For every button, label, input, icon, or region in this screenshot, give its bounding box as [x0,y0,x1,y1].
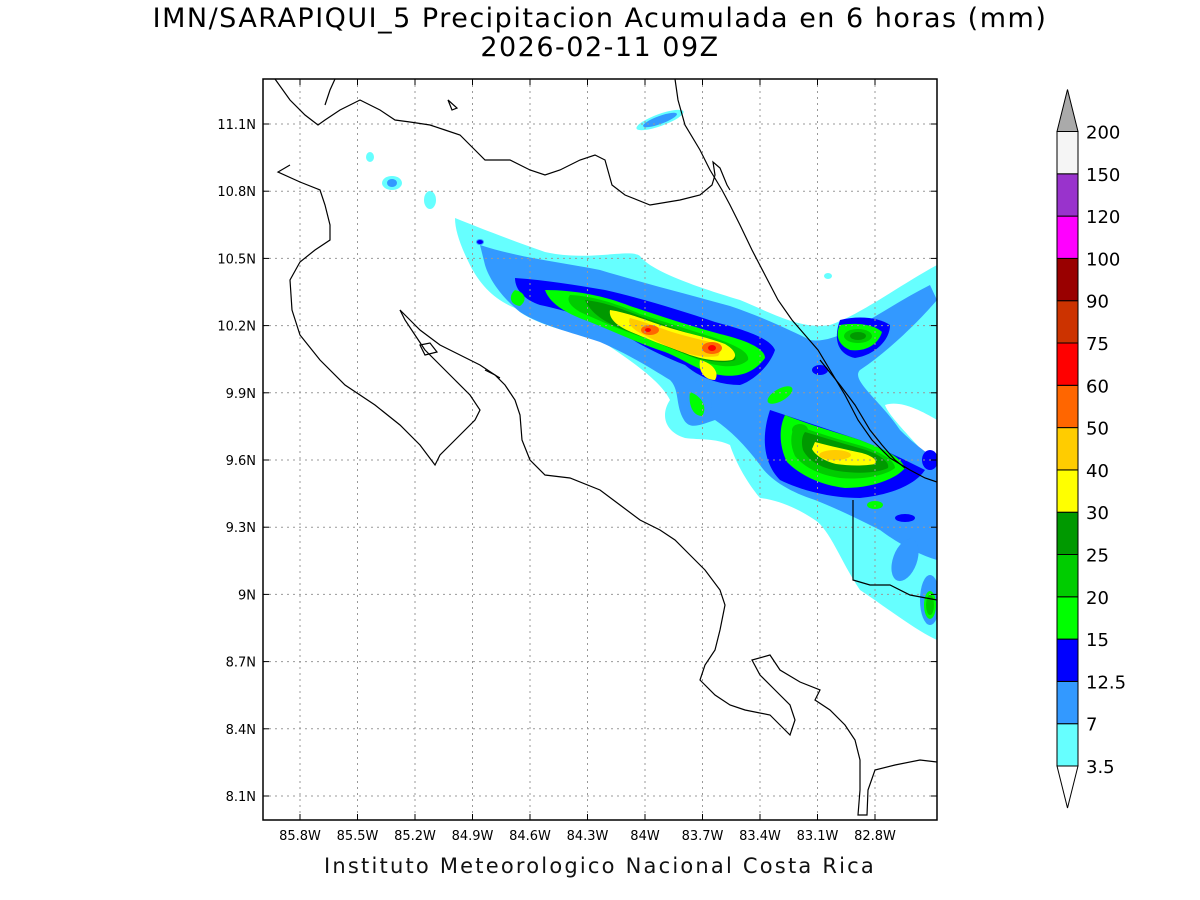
colorbar-swatch [1056,384,1079,429]
x-tick-label: 83.4W [739,829,781,844]
y-tick-label: 11.1N [217,118,256,133]
colorbar-swatch [1056,131,1079,175]
y-tick-label: 9.6N [226,454,256,469]
colorbar-label: 60 [1086,376,1109,397]
latitude-axis: 11.1N 10.8N 10.5N 10.2N 9.9N 9.6N 9.3N 9N 8.7N 8.… [217,118,937,805]
y-tick-label: 8.4N [226,723,256,738]
map-valid-time: 2026-02-11 09Z [480,32,720,63]
colorbar-label: 12.5 [1086,672,1126,693]
colorbar-label: 150 [1086,165,1120,186]
x-tick-label: 83.7W [682,829,724,844]
map-frame [262,78,938,821]
colorbar: 3.5 7 12.5 15 20 25 30 40 50 60 75 90 100 120 150 200 [1056,89,1126,809]
precipitation-field [366,109,937,640]
colorbar-label: 200 [1086,123,1120,144]
colorbar-label: 3.5 [1086,757,1115,778]
colorbar-swatch [1056,680,1079,725]
colorbar-swatch [1056,215,1079,259]
colorbar-min-arrow [1056,765,1079,809]
colorbar-swatch [1056,638,1079,682]
colorbar-swatch [1056,511,1079,556]
x-tick-label: 84.6W [509,829,551,844]
colorbar-swatch [1056,257,1079,302]
x-tick-label: 84.9W [452,829,494,844]
x-tick-label: 82.8W [854,829,896,844]
colorbar-swatch [1056,723,1079,767]
colorbar-swatch [1056,342,1079,386]
x-tick-label: 85.2W [394,829,436,844]
x-tick-label: 85.5W [337,829,379,844]
longitude-axis: 85.8W 85.5W 85.2W 84.9W 84.6W 84.3W 84W 83.7W 83… [279,79,896,844]
y-tick-label: 9.9N [226,387,256,402]
y-tick-label: 10.2N [217,320,256,335]
colorbar-swatch [1056,554,1079,598]
colorbar-label: 40 [1086,461,1109,482]
colorbar-swatch [1056,427,1079,471]
credit-text: Instituto Meteorologico Nacional Costa R… [324,854,876,878]
colorbar-label: 75 [1086,334,1109,355]
y-tick-label: 10.8N [217,185,256,200]
colorbar-swatch [1056,596,1079,640]
colorbar-max-arrow [1056,89,1079,132]
y-tick-label: 9N [238,588,256,603]
colorbar-label: 90 [1086,292,1109,313]
x-tick-label: 85.8W [279,829,321,844]
colorbar-swatch [1056,469,1079,513]
colorbar-label: 120 [1086,207,1120,228]
x-tick-label: 83.1W [797,829,839,844]
coastline-borders [274,79,937,816]
colorbar-label: 30 [1086,503,1109,524]
colorbar-label: 15 [1086,630,1109,651]
colorbar-label: 20 [1086,588,1109,609]
lat-lon-grid [263,79,937,820]
colorbar-swatch [1056,173,1079,217]
colorbar-swatch [1056,300,1079,344]
map-title: IMN/SARAPIQUI_5 Precipitacion Acumulada … [152,3,1048,34]
x-tick-label: 84.3W [567,829,609,844]
colorbar-label: 25 [1086,546,1109,567]
y-tick-label: 10.5N [217,252,256,267]
colorbar-label: 7 [1086,715,1097,736]
y-tick-label: 8.1N [226,790,256,805]
colorbar-label: 100 [1086,249,1120,270]
colorbar-label: 50 [1086,419,1109,440]
y-tick-label: 9.3N [226,521,256,536]
y-tick-label: 8.7N [226,656,256,671]
x-tick-label: 84W [630,829,660,844]
